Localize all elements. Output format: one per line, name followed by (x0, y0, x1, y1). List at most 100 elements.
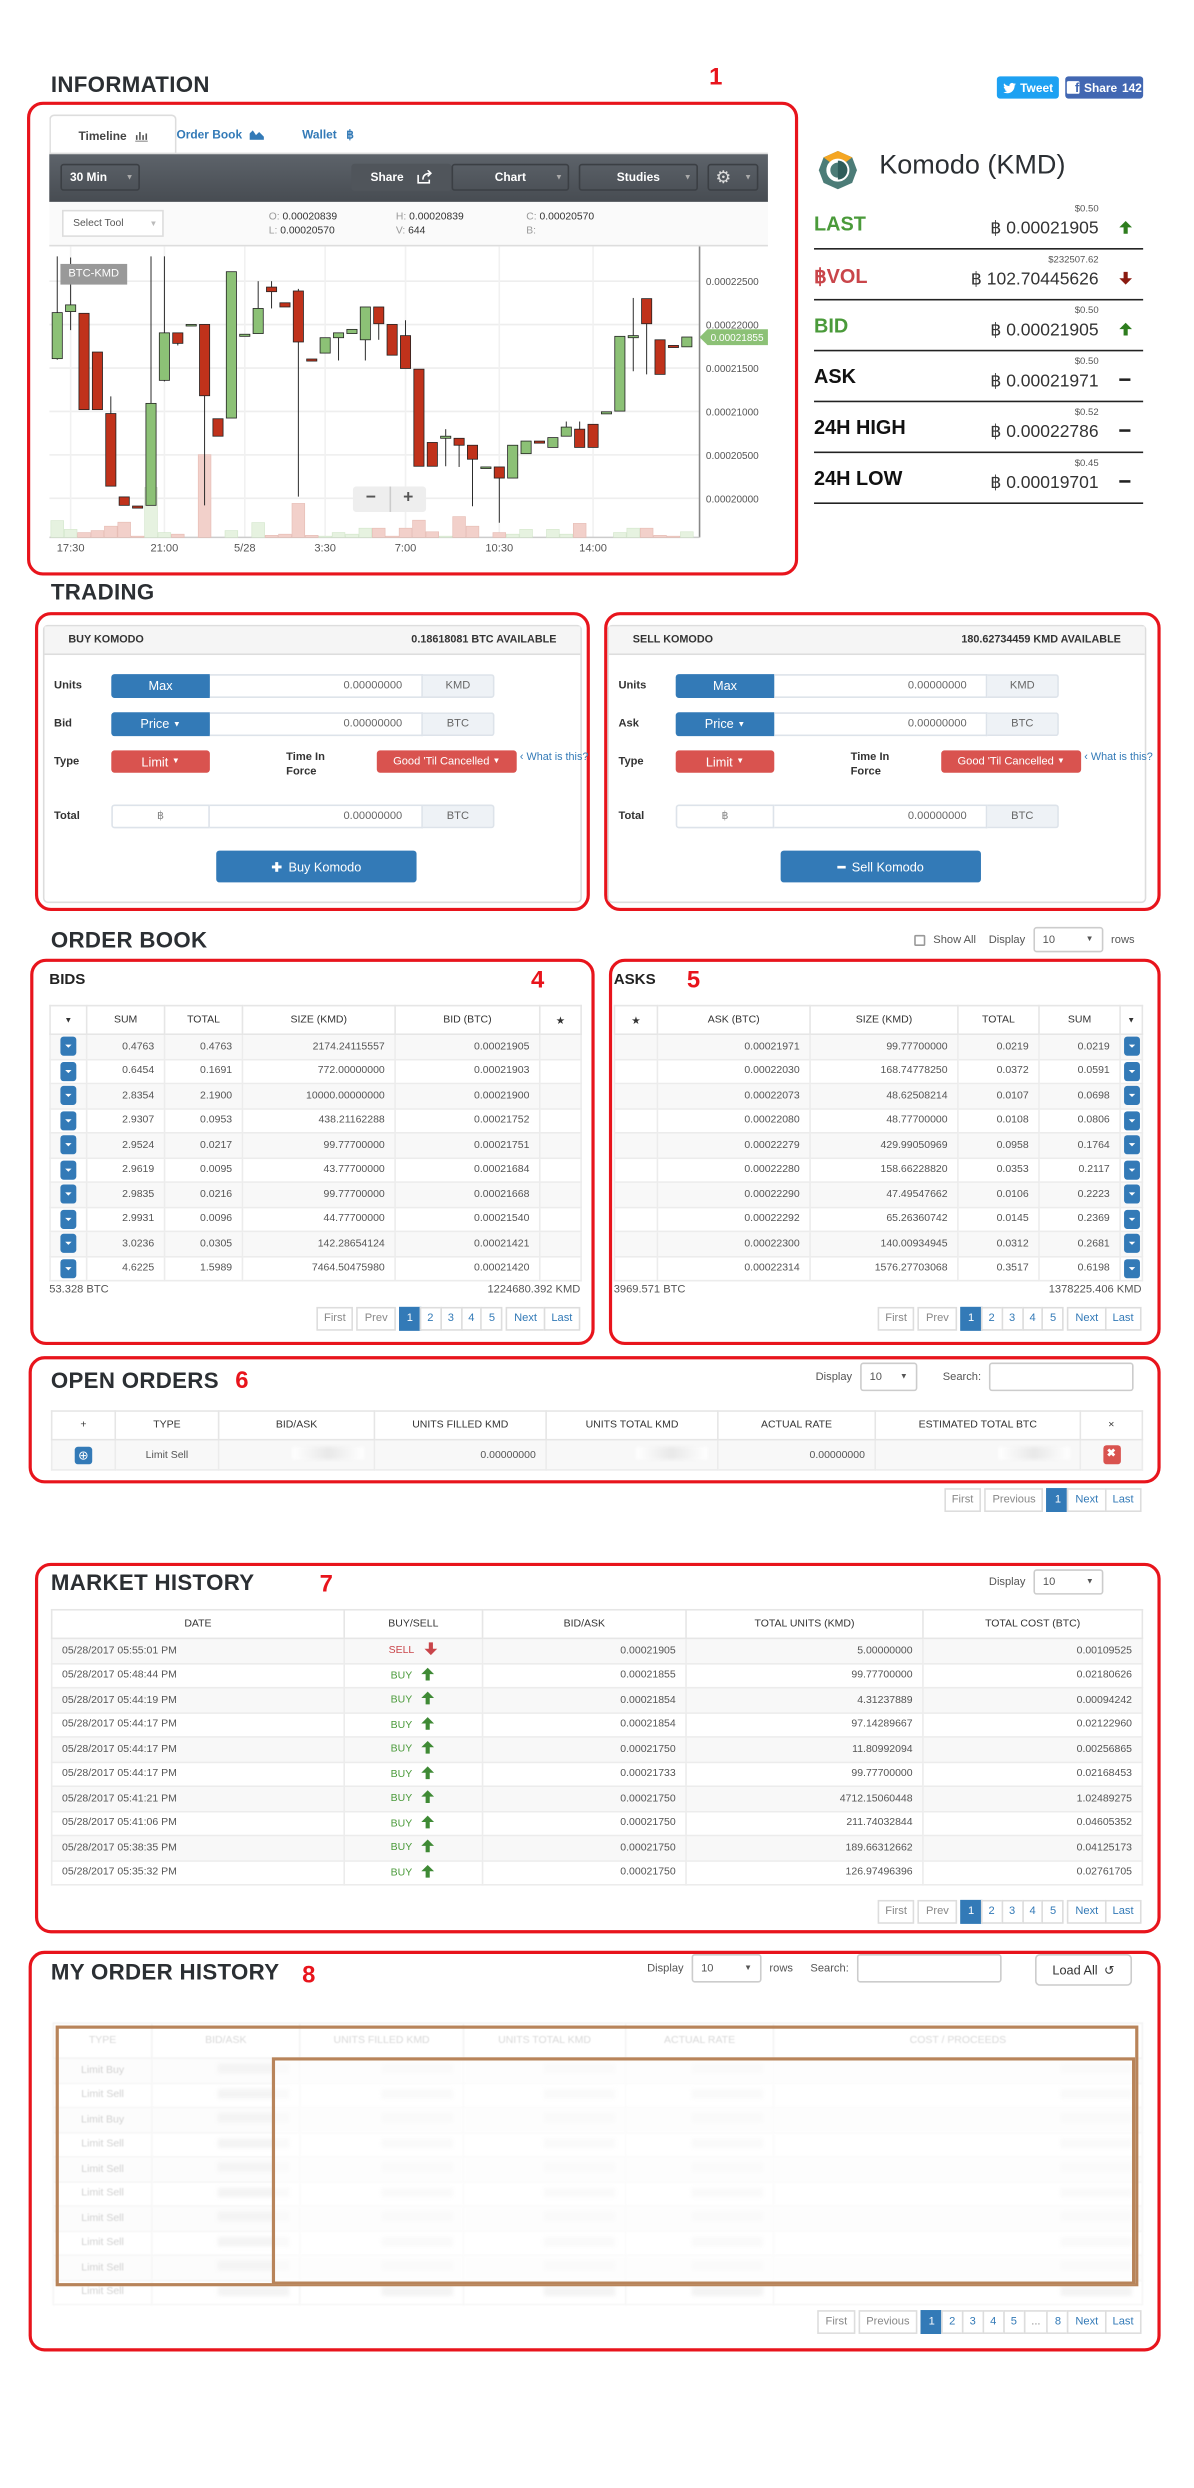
units-input[interactable]: 0.00000000 (209, 674, 423, 698)
page-first[interactable]: First (877, 1899, 915, 1924)
candlestick-chart[interactable]: 0.00020000 0.00020500 0.00021000 0.00021500… (49, 246, 768, 564)
column-header[interactable]: ★ (538, 1004, 582, 1036)
bid-row[interactable]: 2.9524 0.0217 99.77700000 0.00021751 (49, 1132, 582, 1159)
page-last[interactable]: Last (1104, 1488, 1142, 1512)
row-menu-button[interactable] (1123, 1086, 1140, 1106)
page-first[interactable]: First (817, 2310, 856, 2334)
row-menu-button[interactable] (1123, 1184, 1140, 1204)
ask-row[interactable]: 0.00022290 47.49547662 0.0106 0.2223 (613, 1181, 1144, 1208)
bid-row[interactable]: 2.9307 0.0953 438.21162288 0.00021752 (49, 1107, 582, 1134)
row-menu-button[interactable] (60, 1258, 77, 1278)
page-5[interactable]: 5 (480, 1306, 503, 1331)
page-first[interactable]: First (316, 1306, 354, 1331)
ask-row[interactable]: 0.00022300 140.00934945 0.0312 0.2681 (613, 1230, 1144, 1257)
column-header[interactable]: ▼ (49, 1004, 88, 1036)
max-button[interactable]: Max (111, 674, 210, 698)
tab-timeline[interactable]: Timeline (49, 114, 177, 155)
page-4[interactable]: 4 (1021, 1899, 1044, 1924)
page-next[interactable]: Next (1067, 1488, 1107, 1512)
time-in-force-dropdown[interactable]: Good 'Til Cancelled ▼ (941, 750, 1082, 773)
column-header[interactable]: UNITS TOTAL KMD (545, 1410, 719, 1441)
row-menu-button[interactable] (60, 1110, 77, 1131)
ask-row[interactable]: 0.00022314 1576.27703068 0.3517 0.6198 (613, 1255, 1144, 1282)
bid-row[interactable]: 3.0236 0.0305 142.28654124 0.00021421 (49, 1230, 582, 1257)
zoom-out-button[interactable]: − (353, 486, 391, 512)
page-5[interactable]: 5 (1042, 1899, 1065, 1924)
load-all-button[interactable]: Load All ↺ (1035, 1953, 1133, 1986)
bid-row[interactable]: 2.8354 2.1900 10000.00000000 0.00021900 (49, 1082, 582, 1109)
max-button[interactable]: Max (675, 674, 775, 698)
price-dropdown-button[interactable]: Price ▼ (675, 712, 775, 737)
page-next[interactable]: Next (506, 1306, 545, 1331)
time-in-force-dropdown[interactable]: Good 'Til Cancelled ▼ (376, 750, 517, 773)
page-2[interactable]: 2 (419, 1306, 442, 1331)
column-header[interactable]: ESTIMATED TOTAL BTC (874, 1410, 1082, 1441)
row-menu-button[interactable] (1123, 1135, 1140, 1155)
sell-submit-button[interactable]: ━ Sell Komodo (780, 850, 981, 883)
bid-row[interactable]: 0.4763 0.4763 2174.24115557 0.00021905 (49, 1033, 582, 1060)
ask-row[interactable]: 0.00022080 48.77700000 0.0108 0.0806 (613, 1107, 1144, 1134)
page-3[interactable]: 3 (439, 1306, 462, 1331)
price-input[interactable]: 0.00000000 (209, 712, 423, 737)
order-type-dropdown[interactable]: Limit ▼ (111, 750, 210, 773)
column-header[interactable]: BID/ASK (217, 1410, 376, 1441)
bid-row[interactable]: 4.6225 1.5989 7464.50475980 0.00021420 (49, 1255, 582, 1282)
page-1[interactable]: 1 (920, 2310, 943, 2334)
row-menu-button[interactable] (60, 1135, 77, 1155)
search-input[interactable] (989, 1362, 1134, 1392)
row-menu-button[interactable] (1123, 1110, 1140, 1131)
page-ellipsis[interactable]: ... (1023, 2310, 1049, 2334)
page-5[interactable]: 5 (1002, 2310, 1025, 2334)
column-header[interactable]: + (50, 1410, 117, 1441)
page-prev[interactable]: Prev (918, 1306, 957, 1331)
row-menu-button[interactable] (1123, 1160, 1140, 1180)
what-is-this-link[interactable]: ‹ What is this? (941, 750, 1156, 766)
column-header[interactable]: TYPE (114, 1410, 220, 1441)
expand-button[interactable]: ⊕ (74, 1446, 93, 1464)
page-first[interactable]: First (943, 1488, 982, 1512)
page-last[interactable]: Last (1104, 1306, 1142, 1331)
column-header[interactable]: SUM (1038, 1004, 1121, 1036)
column-header[interactable]: SUM (85, 1004, 166, 1036)
share-chart-button[interactable]: Share (351, 163, 452, 191)
interval-dropdown[interactable]: 30 Min ▼ (60, 163, 140, 191)
column-header[interactable]: ▼ (1119, 1004, 1144, 1036)
row-menu-button[interactable] (1123, 1061, 1140, 1081)
row-menu-button[interactable] (1123, 1209, 1140, 1229)
rows-select[interactable]: 10 ▼ (860, 1362, 918, 1392)
tweet-button[interactable]: Tweet (996, 76, 1059, 99)
rows-select[interactable]: 10 ▼ (1033, 1569, 1104, 1595)
page-3[interactable]: 3 (1001, 1899, 1024, 1924)
studies-dropdown[interactable]: Studies ▼ (578, 163, 698, 191)
units-input[interactable]: 0.00000000 (774, 674, 988, 698)
row-menu-button[interactable] (60, 1234, 77, 1254)
column-header[interactable]: TOTAL (163, 1004, 244, 1036)
row-menu-button[interactable] (60, 1184, 77, 1204)
ask-row[interactable]: 0.00022073 48.62508214 0.0107 0.0698 (613, 1082, 1144, 1109)
total-input[interactable]: 0.00000000 (209, 804, 423, 829)
row-menu-button[interactable] (1123, 1258, 1140, 1278)
buy-submit-button[interactable]: ✚ Buy Komodo (216, 850, 417, 883)
page-prev[interactable]: Prev (918, 1899, 957, 1924)
row-menu-button[interactable] (60, 1061, 77, 1081)
open-order-row[interactable]: ⊕ Limit Sell 0.00000000 0.00000000 ✖ (50, 1438, 1144, 1471)
page-previous[interactable]: Previous (858, 2310, 918, 2334)
what-is-this-link[interactable]: ‹ What is this? (377, 750, 592, 766)
column-header[interactable]: UNITS FILLED KMD (373, 1410, 547, 1441)
bid-row[interactable]: 0.6454 0.1691 772.00000000 0.00021903 (49, 1058, 582, 1085)
page-last[interactable]: Last (1104, 2310, 1142, 2334)
page-3[interactable]: 3 (961, 2310, 984, 2334)
ask-row[interactable]: 0.00021971 99.77700000 0.0219 0.0219 (613, 1033, 1144, 1060)
column-header[interactable]: ACTUAL RATE (717, 1410, 877, 1441)
show-all-checkbox[interactable] (914, 934, 926, 946)
chart-type-dropdown[interactable]: Chart ▼ (451, 163, 570, 191)
page-2[interactable]: 2 (980, 1306, 1003, 1331)
column-header[interactable]: DATE (50, 1608, 346, 1640)
page-last[interactable]: Last (543, 1306, 581, 1331)
row-menu-button[interactable] (60, 1160, 77, 1180)
settings-dropdown[interactable]: ⚙ ▼ (707, 163, 759, 191)
page-4[interactable]: 4 (1021, 1306, 1044, 1331)
cancel-order-button[interactable]: ✖ (1102, 1445, 1121, 1465)
column-header[interactable]: BID/ASK (481, 1608, 687, 1640)
ask-row[interactable]: 0.00022292 65.26360742 0.0145 0.2369 (613, 1205, 1144, 1233)
